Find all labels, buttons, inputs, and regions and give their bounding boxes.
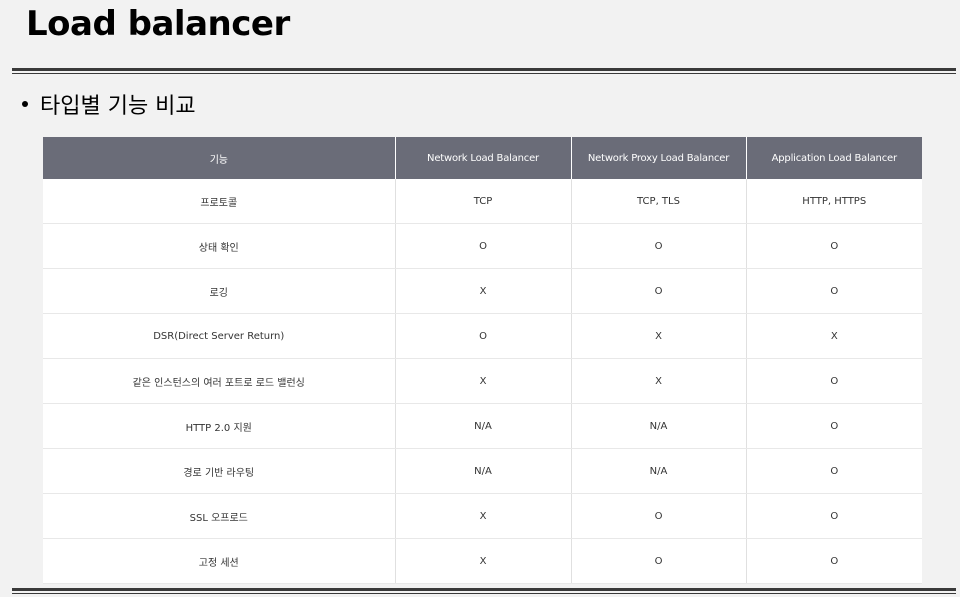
table-row: SSL 오프로드 X O O bbox=[43, 493, 922, 539]
nplb-cell: O bbox=[571, 223, 747, 269]
table-header: 기능 Network Load Balancer Network Proxy L… bbox=[43, 137, 922, 179]
table-row: DSR(Direct Server Return) O X X bbox=[43, 313, 922, 359]
feature-cell: SSL 오프로드 bbox=[43, 493, 396, 539]
footer-rule-thick bbox=[12, 588, 956, 591]
nplb-cell: TCP, TLS bbox=[571, 179, 747, 224]
table-row: 프로토콜 TCP TCP, TLS HTTP, HTTPS bbox=[43, 179, 922, 224]
alb-cell: O bbox=[746, 223, 922, 269]
nlb-cell: X bbox=[395, 493, 572, 539]
comparison-table-container: 기능 Network Load Balancer Network Proxy L… bbox=[43, 137, 922, 584]
alb-cell: O bbox=[746, 493, 922, 539]
nlb-cell: TCP bbox=[395, 179, 572, 224]
alb-cell: X bbox=[746, 313, 922, 359]
table-row: HTTP 2.0 지원 N/A N/A O bbox=[43, 403, 922, 449]
feature-cell: 같은 인스턴스의 여러 포트로 로드 밸런싱 bbox=[43, 358, 396, 404]
table-row: 상태 확인 O O O bbox=[43, 223, 922, 269]
table-row: 경로 기반 라우팅 N/A N/A O bbox=[43, 448, 922, 494]
nplb-cell: O bbox=[571, 493, 747, 539]
bullet-text: 타입별 기능 비교 bbox=[40, 94, 196, 119]
feature-cell: 고정 세션 bbox=[43, 538, 396, 584]
table-body: 프로토콜 TCP TCP, TLS HTTP, HTTPS 상태 확인 O O … bbox=[43, 179, 922, 584]
footer-rule-thin bbox=[12, 593, 956, 594]
feature-cell: 상태 확인 bbox=[43, 223, 396, 269]
header-network-proxy-lb: Network Proxy Load Balancer bbox=[571, 137, 747, 179]
title-rule-thin bbox=[12, 73, 956, 74]
table-row: 같은 인스턴스의 여러 포트로 로드 밸런싱 X X O bbox=[43, 358, 922, 404]
nlb-cell: X bbox=[395, 268, 572, 314]
nlb-cell: X bbox=[395, 358, 572, 404]
alb-cell: O bbox=[746, 358, 922, 404]
nlb-cell: O bbox=[395, 223, 572, 269]
nlb-cell: X bbox=[395, 538, 572, 584]
feature-cell: 경로 기반 라우팅 bbox=[43, 448, 396, 494]
nplb-cell: N/A bbox=[571, 403, 747, 449]
table-row: 고정 세션 X O O bbox=[43, 538, 922, 584]
feature-cell: DSR(Direct Server Return) bbox=[43, 313, 396, 359]
nlb-cell: N/A bbox=[395, 403, 572, 449]
feature-cell: 로깅 bbox=[43, 268, 396, 314]
header-feature: 기능 bbox=[43, 137, 396, 179]
header-network-lb: Network Load Balancer bbox=[395, 137, 572, 179]
nplb-cell: N/A bbox=[571, 448, 747, 494]
nplb-cell: X bbox=[571, 313, 747, 359]
feature-cell: HTTP 2.0 지원 bbox=[43, 403, 396, 449]
bullet-item: 타입별 기능 비교 bbox=[22, 92, 196, 122]
alb-cell: O bbox=[746, 448, 922, 494]
nplb-cell: X bbox=[571, 358, 747, 404]
nlb-cell: N/A bbox=[395, 448, 572, 494]
header-application-lb: Application Load Balancer bbox=[746, 137, 922, 179]
alb-cell: HTTP, HTTPS bbox=[746, 179, 922, 224]
bullet-dot-icon bbox=[22, 101, 28, 107]
table-row: 로깅 X O O bbox=[43, 268, 922, 314]
alb-cell: O bbox=[746, 403, 922, 449]
comparison-table: 기능 Network Load Balancer Network Proxy L… bbox=[43, 137, 922, 584]
nlb-cell: O bbox=[395, 313, 572, 359]
table-header-row: 기능 Network Load Balancer Network Proxy L… bbox=[43, 137, 922, 179]
alb-cell: O bbox=[746, 268, 922, 314]
alb-cell: O bbox=[746, 538, 922, 584]
title-rule-thick bbox=[12, 68, 956, 71]
feature-cell: 프로토콜 bbox=[43, 179, 396, 224]
nplb-cell: O bbox=[571, 538, 747, 584]
slide-title: Load balancer bbox=[26, 4, 290, 44]
nplb-cell: O bbox=[571, 268, 747, 314]
